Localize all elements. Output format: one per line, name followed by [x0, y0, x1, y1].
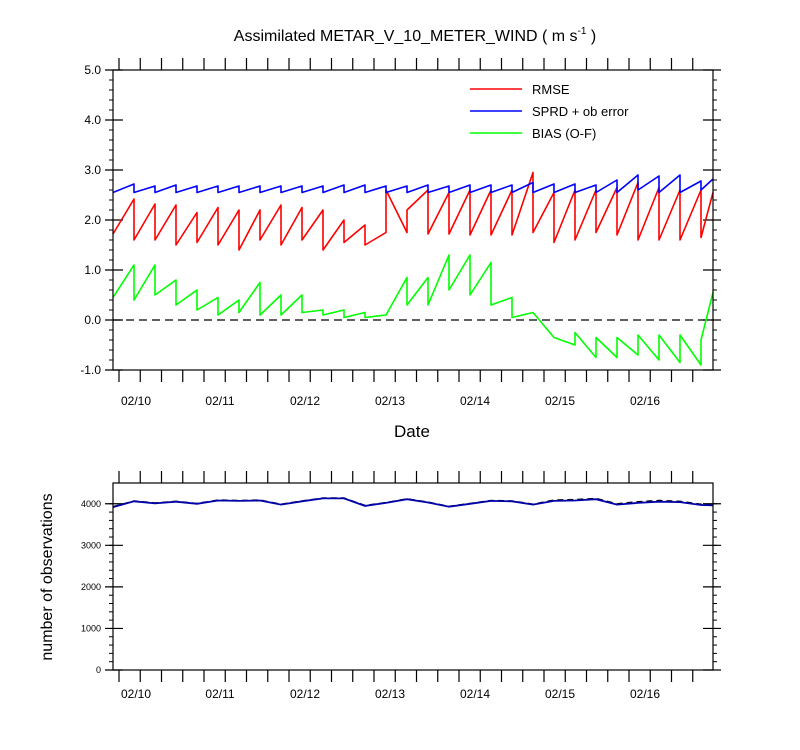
top-y-tick-labels: 5.0 4.0 3.0 2.0 1.0 0.0 -1.0 — [80, 63, 101, 377]
x-tick-label: 02/14 — [460, 687, 490, 701]
bottom-y-tick-labels: 4000 3000 2000 1000 0 — [81, 499, 101, 675]
y-tick-label: 1000 — [81, 623, 101, 633]
series-line-obs-used — [112, 497, 714, 508]
bottom-series-group — [112, 497, 714, 508]
series-line-rmse — [112, 171, 714, 251]
y-tick-label: 5.0 — [84, 63, 101, 77]
y-tick-label: 4000 — [81, 499, 101, 509]
top-x-tick-labels: 02/10 02/11 02/12 02/13 02/14 02/15 02/16 — [121, 394, 660, 408]
top-series-group — [112, 171, 714, 366]
x-tick-label: 02/15 — [545, 394, 575, 408]
y-tick-label: 1.0 — [84, 263, 101, 277]
x-tick-label: 02/16 — [630, 687, 660, 701]
top-plot-frame — [112, 69, 714, 371]
x-tick-label: 02/11 — [205, 394, 234, 408]
x-tick-label: 02/10 — [121, 394, 151, 408]
bottom-axis-ticks — [105, 471, 721, 682]
series-line-bias — [112, 254, 714, 366]
chart-title: Assimilated METAR_V_10_METER_WIND ( m s-… — [234, 26, 596, 45]
x-tick-label: 02/16 — [630, 394, 660, 408]
y-tick-label: 2.0 — [84, 213, 101, 227]
y-tick-label: -1.0 — [80, 363, 101, 377]
x-tick-label: 02/14 — [460, 394, 490, 408]
bottom-x-tick-labels: 02/10 02/11 02/12 02/13 02/14 02/15 02/16 — [121, 687, 660, 701]
x-tick-label: 02/13 — [375, 687, 405, 701]
y-tick-label: 4.0 — [84, 113, 101, 127]
legend-label-bias: BIAS (O-F) — [532, 126, 596, 141]
x-tick-label: 02/12 — [290, 394, 320, 408]
y-tick-label: 2000 — [81, 582, 101, 592]
y-axis-label-observations: number of observations — [39, 493, 56, 660]
top-axis-ticks — [105, 58, 721, 382]
x-tick-label: 02/13 — [375, 394, 405, 408]
x-axis-label: Date — [394, 422, 430, 441]
legend: RMSE SPRD + ob error BIAS (O-F) — [470, 82, 629, 141]
top-plot-panel: 5.04.03.02.01.00.0-1.0 02/10 02/11 02/12 02… — [80, 58, 721, 441]
bottom-plot-frame — [112, 482, 714, 671]
y-tick-label: 3.0 — [84, 163, 101, 177]
x-tick-label: 02/12 — [290, 687, 320, 701]
series-line-sprd — [112, 174, 714, 194]
x-tick-label: 02/11 — [205, 687, 234, 701]
legend-label-rmse: RMSE — [532, 82, 570, 97]
y-tick-label: 0 — [96, 665, 101, 675]
x-tick-label: 02/10 — [121, 687, 151, 701]
legend-label-sprd: SPRD + ob error — [532, 104, 629, 119]
y-tick-label: 0.0 — [84, 313, 101, 327]
x-tick-label: 02/15 — [545, 687, 575, 701]
y-tick-label: 3000 — [81, 540, 101, 550]
